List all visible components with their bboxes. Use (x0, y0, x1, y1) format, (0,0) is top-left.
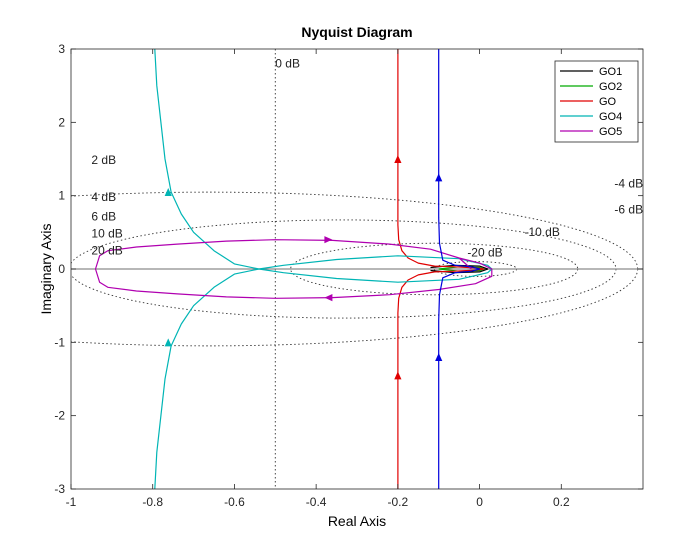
y-tick-label: 3 (58, 42, 65, 56)
x-tick-label: 0.2 (553, 495, 570, 509)
m-circle-label: 4 dB (91, 190, 116, 204)
x-tick-label: -0.4 (306, 495, 327, 509)
direction-arrow-1 (164, 338, 172, 347)
y-axis-label: Imaginary Axis (38, 223, 54, 314)
m-circle-label: -6 dB (614, 202, 643, 216)
direction-arrow-0 (164, 188, 172, 196)
direction-arrow-3 (394, 371, 402, 380)
y-tick-label: -3 (54, 482, 65, 496)
y-tick-label: -2 (54, 409, 65, 423)
m-circle-label: -10 dB (525, 225, 560, 239)
x-axis-label: Real Axis (328, 513, 386, 529)
direction-arrow-6 (324, 236, 333, 244)
legend-label: GO (599, 96, 617, 108)
y-tick-label: -1 (54, 335, 65, 349)
direction-arrow-5 (435, 353, 443, 361)
legend-label: GO2 (599, 81, 622, 93)
m-circle-labels: 0 dB 2 dB 4 dB 6 dB 10 dB 20 dB -20 dB -10 dB -6… (91, 56, 643, 259)
series-line-go5 (94, 239, 493, 299)
m-circle-label: -4 dB (614, 177, 643, 191)
m-circle-label: 20 dB (91, 243, 122, 257)
y-tick-label: 1 (58, 189, 65, 203)
axis-ticks: -1 -0.8 -0.6 -0.4 -0.2 0 0.2 -3 -2 -1 0 1 2 3 (54, 42, 643, 509)
direction-arrow-2 (394, 155, 402, 163)
direction-arrows (164, 155, 443, 380)
legend: GO1 GO2 GO GO4 GO5 (554, 60, 639, 143)
m-circle-label: 10 dB (91, 226, 122, 240)
direction-arrow-4 (435, 173, 443, 182)
x-tick-label: -0.2 (388, 495, 409, 509)
direction-arrow-7 (324, 294, 333, 302)
reference-lines (71, 49, 643, 489)
x-tick-label: -1 (66, 495, 77, 509)
chart-title: Nyquist Diagram (301, 24, 412, 40)
series-line-blue-5 (438, 49, 481, 489)
x-tick-label: -0.8 (142, 495, 163, 509)
x-tick-label: 0 (476, 495, 483, 509)
legend-label: GO5 (599, 126, 622, 138)
nyquist-curves (94, 49, 493, 489)
y-tick-label: 2 (58, 115, 65, 129)
legend-label: GO1 (599, 66, 622, 78)
m-circle-label: 6 dB (91, 210, 116, 224)
m-circle-label: -20 dB (467, 246, 502, 260)
y-tick-label: 0 (58, 262, 65, 276)
legend-label: GO4 (599, 111, 622, 123)
m-circle-label: 2 dB (91, 153, 116, 167)
x-tick-label: -0.6 (224, 495, 245, 509)
m-circle-label: 0 dB (275, 56, 300, 70)
series-line-go (397, 49, 485, 489)
